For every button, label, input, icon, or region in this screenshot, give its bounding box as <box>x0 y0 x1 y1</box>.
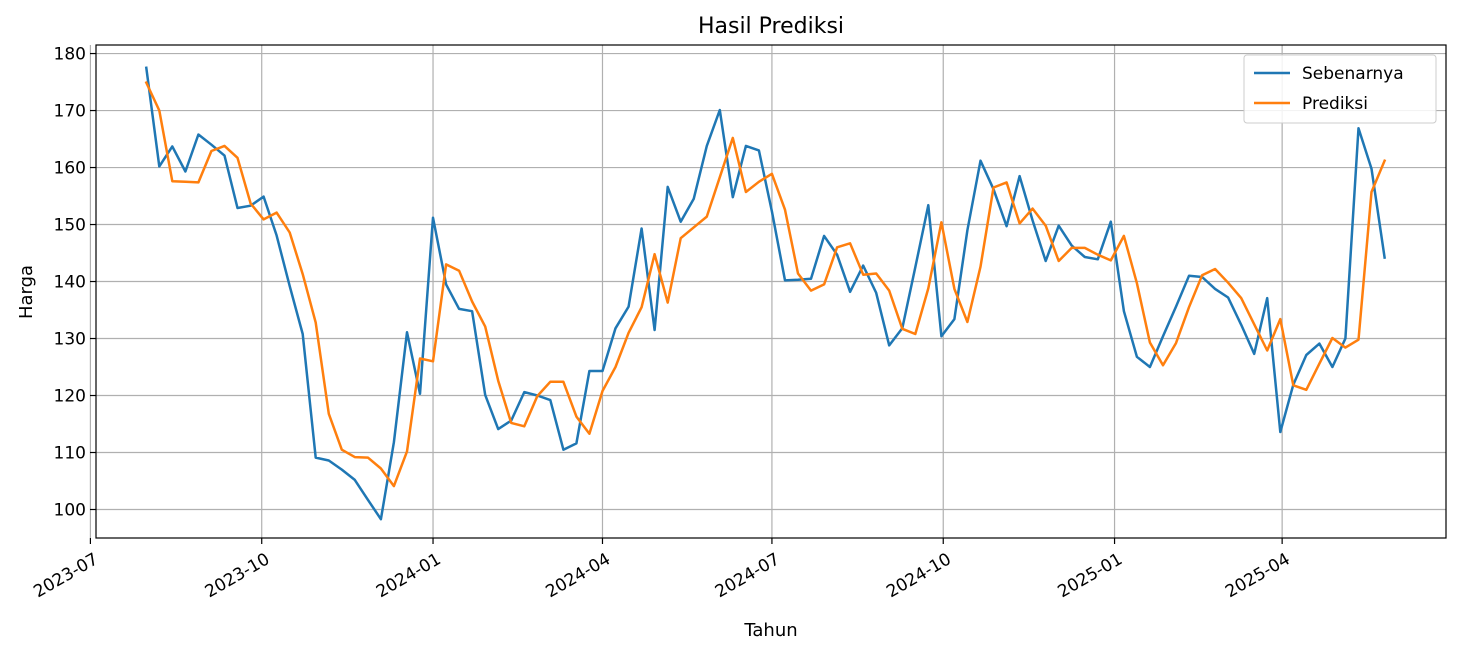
gridlines <box>89 45 1446 538</box>
legend: Sebenarnya Prediksi <box>1243 54 1437 124</box>
y-tick-label: 180 <box>54 45 86 65</box>
legend-label-sebenarnya: Sebenarnya <box>1302 64 1404 84</box>
y-tick-label: 140 <box>54 273 86 293</box>
series-line-sebenarnya <box>144 66 1387 521</box>
series-layer <box>144 66 1387 521</box>
legend-label-prediksi: Prediksi <box>1302 94 1368 114</box>
y-tick-label: 120 <box>54 387 86 407</box>
legend-box <box>1243 54 1437 124</box>
y-axis-title: Harga <box>16 265 37 319</box>
chart-title: Hasil Prediksi <box>698 14 844 39</box>
x-axis-title: Tahun <box>743 620 797 641</box>
y-tick-label: 160 <box>54 159 86 179</box>
y-axis: 100 110 120 130 140 150 160 170 180 <box>54 45 96 521</box>
series-line-prediksi <box>144 80 1387 488</box>
y-tick-label: 100 <box>54 501 86 521</box>
y-tick-label: 110 <box>54 444 86 464</box>
plot-frame <box>95 44 1447 539</box>
y-tick-label: 130 <box>54 330 86 350</box>
y-tick-label: 170 <box>54 102 86 122</box>
y-tick-label: 150 <box>54 216 86 236</box>
